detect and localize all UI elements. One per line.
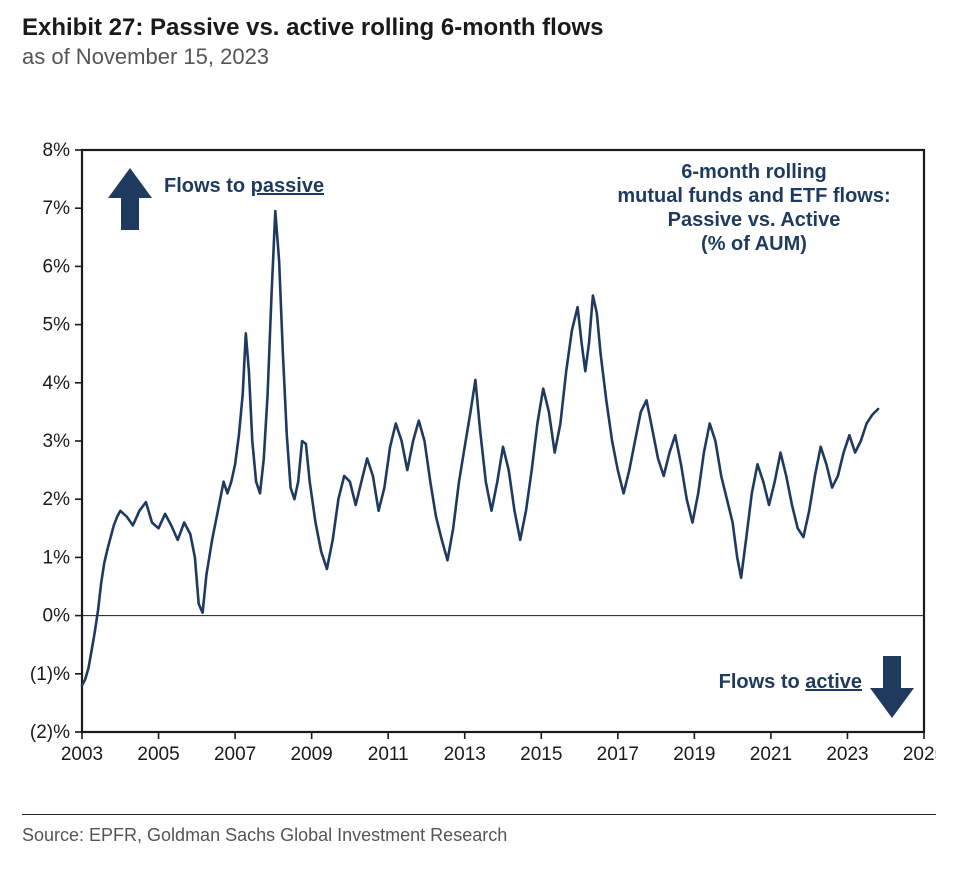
flows-to-active-label: Flows to active <box>719 671 862 693</box>
svg-text:2%: 2% <box>43 489 71 510</box>
chart-description-line: Passive vs. Active <box>668 209 841 231</box>
source-line: Source: EPFR, Goldman Sachs Global Inves… <box>22 825 936 846</box>
chart-description-line: mutual funds and ETF flows: <box>617 185 890 207</box>
svg-text:2017: 2017 <box>597 744 639 765</box>
exhibit-title: Exhibit 27: Passive vs. active rolling 6… <box>22 14 936 42</box>
svg-text:2005: 2005 <box>137 744 179 765</box>
svg-text:1%: 1% <box>43 547 71 568</box>
svg-text:2009: 2009 <box>290 744 332 765</box>
svg-text:2023: 2023 <box>826 744 868 765</box>
svg-text:6%: 6% <box>43 256 71 277</box>
svg-text:7%: 7% <box>43 198 71 219</box>
svg-text:2007: 2007 <box>214 744 256 765</box>
footer-rule <box>22 814 936 815</box>
svg-text:2019: 2019 <box>673 744 715 765</box>
svg-text:(1)%: (1)% <box>30 664 70 685</box>
svg-text:5%: 5% <box>43 315 71 336</box>
line-chart: (2)% (1)% 0% 1% 2% 3% 4% 5% 6% 7% 8% 2003 2005 2007 20… <box>22 140 936 780</box>
exhibit-subtitle: as of November 15, 2023 <box>22 44 936 70</box>
flows-to-passive-label: Flows to passive <box>164 175 324 197</box>
svg-text:2021: 2021 <box>750 744 792 765</box>
svg-text:2013: 2013 <box>444 744 486 765</box>
svg-text:4%: 4% <box>43 373 71 394</box>
title-block: Exhibit 27: Passive vs. active rolling 6… <box>22 14 936 70</box>
svg-text:2011: 2011 <box>368 744 409 765</box>
svg-text:(2)%: (2)% <box>30 722 70 743</box>
svg-text:2025: 2025 <box>903 744 936 765</box>
chart-description-line: (% of AUM) <box>701 233 807 255</box>
svg-text:3%: 3% <box>43 431 71 452</box>
svg-text:2003: 2003 <box>61 744 103 765</box>
chart-description-line: 6-month rolling <box>681 161 827 183</box>
svg-text:0%: 0% <box>43 606 71 627</box>
svg-text:8%: 8% <box>43 140 71 161</box>
svg-text:2015: 2015 <box>520 744 562 765</box>
